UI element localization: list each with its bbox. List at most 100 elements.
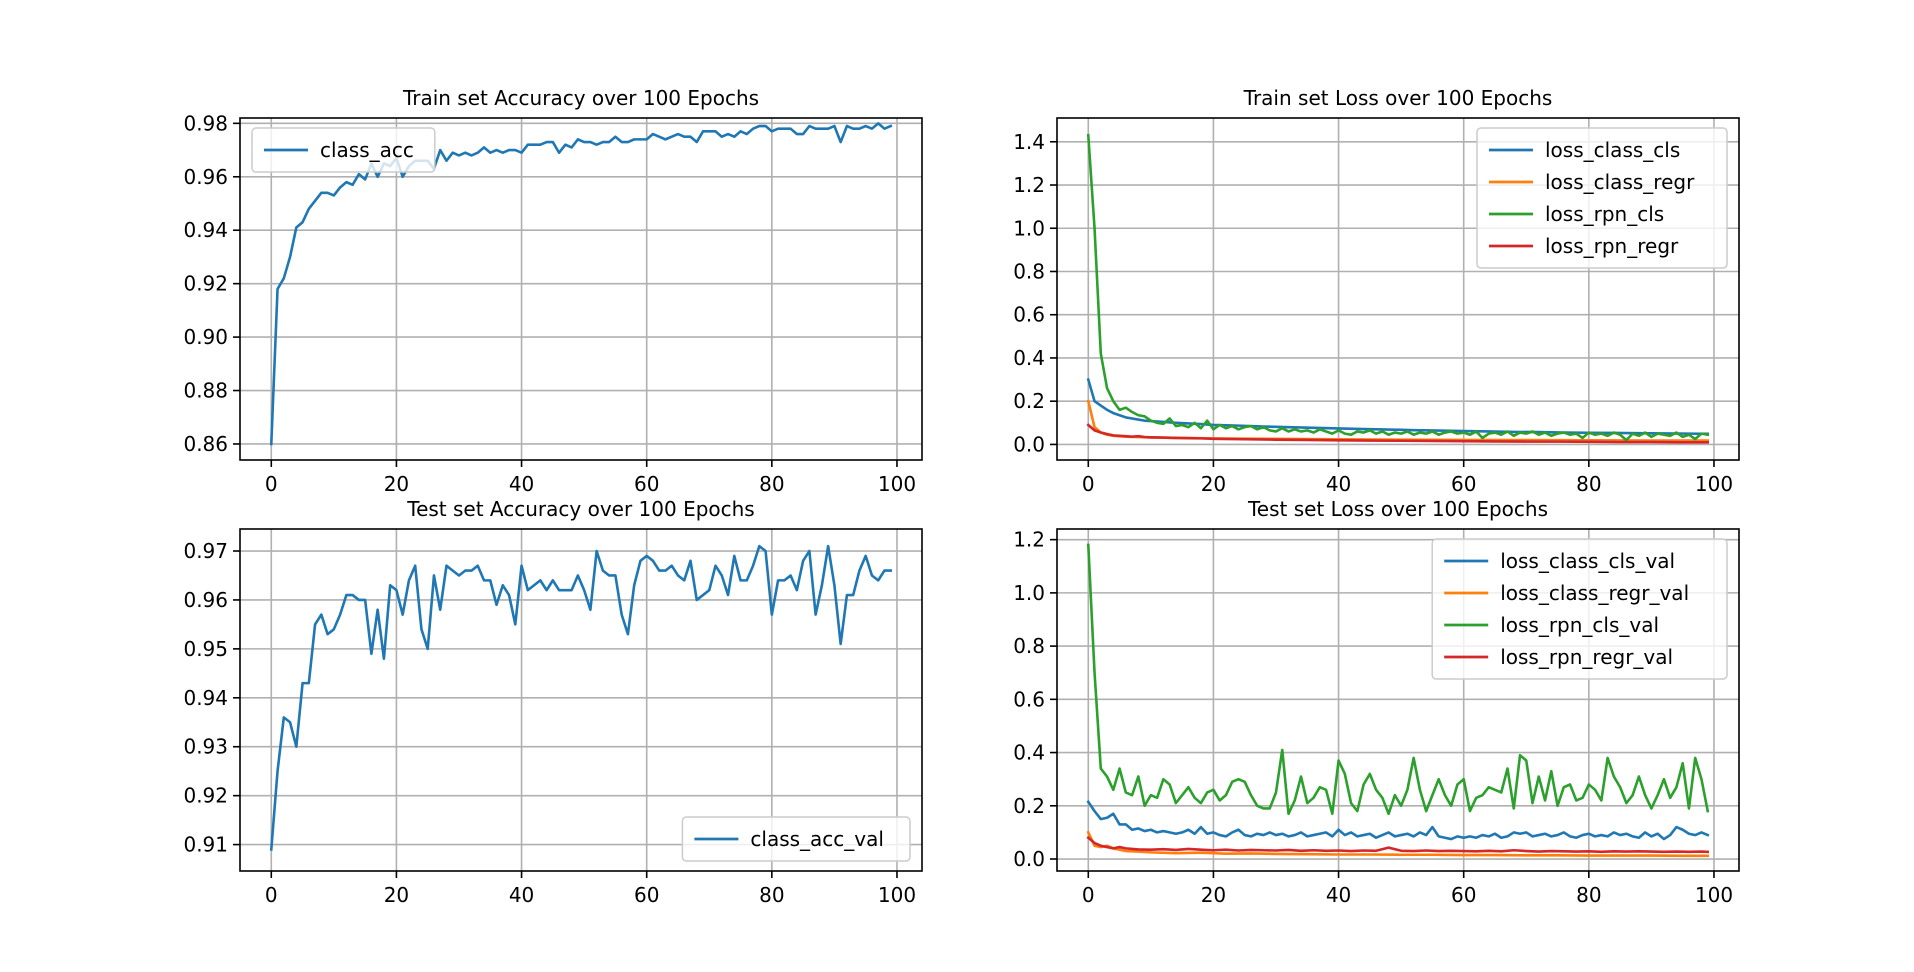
test-accuracy-title: Test set Accuracy over 100 Epochs: [406, 497, 754, 521]
test-accuracy-y-tick-label: 0.93: [183, 735, 228, 759]
test-loss-panel: Test set Loss over 100 Epochs 0 20 40 60 80 1…: [1013, 497, 1740, 907]
train-accuracy-x-tick-label: 80: [759, 472, 784, 496]
train-loss-x-tick-label: 60: [1451, 472, 1476, 496]
legend-label-loss-rpn-regr-val: loss_rpn_regr_val: [1500, 645, 1673, 669]
test-accuracy-y-tick-label: 0.94: [183, 686, 228, 710]
test-loss-x-tick-label: 0: [1082, 883, 1095, 907]
test-loss-title: Test set Loss over 100 Epochs: [1247, 497, 1548, 521]
legend-label-loss-class-regr: loss_class_regr: [1545, 170, 1695, 194]
train-loss-y-tick-label: 0.2: [1013, 389, 1045, 413]
test-accuracy-legend: class_acc_val: [681, 816, 911, 862]
train-accuracy-y-tick-label: 0.88: [183, 379, 228, 403]
series-line-loss-class-regr-val: [1086, 830, 1710, 858]
test-accuracy-x-tick-label: 0: [265, 883, 278, 907]
train-accuracy-x-tick-label: 40: [509, 472, 534, 496]
test-loss-x-tick-label: 80: [1576, 883, 1601, 907]
test-accuracy-x-tick-label: 80: [759, 883, 784, 907]
test-loss-y-tick-label: 1.2: [1013, 528, 1045, 552]
train-accuracy-x-tick-label: 0: [265, 472, 278, 496]
train-loss-legend-box: [1476, 127, 1728, 269]
series-line-loss-class-cls-val: [1086, 799, 1710, 841]
train-loss-series: [1086, 133, 1710, 444]
train-loss-y-tick-label: 0.8: [1013, 259, 1045, 283]
train-accuracy-plot-frame: [239, 117, 923, 461]
series-line-loss-class-cls: [1086, 377, 1710, 436]
test-loss-x-tick-label: 20: [1201, 883, 1226, 907]
test-accuracy-x-tick-label: 100: [878, 883, 916, 907]
test-accuracy-series: [269, 544, 893, 851]
train-loss-y-tick-label: 0.4: [1013, 346, 1045, 370]
test-loss-y-tick-label: 0.0: [1013, 847, 1045, 871]
test-accuracy-y-tick-label: 0.95: [183, 637, 228, 661]
train-accuracy-legend-box: [251, 127, 436, 173]
train-accuracy-x-tick-label: 60: [634, 472, 659, 496]
train-accuracy-title: Train set Accuracy over 100 Epochs: [402, 86, 759, 110]
train-loss-y-tick-label: 1.0: [1013, 216, 1045, 240]
test-accuracy-plot-frame: [239, 528, 923, 872]
test-loss-y-ticks: 0.0 0.2 0.4 0.6 0.8 1.0 1.2: [1013, 528, 1057, 871]
series-line-class-acc-val: [269, 544, 893, 851]
test-accuracy-x-ticks: 0 20 40 60 80 100: [265, 871, 916, 907]
train-accuracy-y-tick-label: 0.94: [183, 218, 228, 242]
legend-label-class-acc-val: class_acc_val: [750, 827, 884, 851]
train-accuracy-panel: Train set Accuracy over 100 Epochs 0 20 40…: [183, 86, 923, 496]
test-loss-legend: loss_class_cls_val loss_class_regr_vallos…: [1431, 538, 1728, 680]
test-accuracy-y-tick-label: 0.97: [183, 539, 228, 563]
train-accuracy-y-tick-label: 0.96: [183, 165, 228, 189]
train-accuracy-x-tick-label: 20: [384, 472, 409, 496]
train-loss-y-tick-label: 1.2: [1013, 173, 1045, 197]
test-loss-series: [1086, 543, 1710, 858]
train-loss-x-tick-label: 40: [1326, 472, 1351, 496]
series-line-loss-rpn-cls: [1086, 133, 1710, 442]
train-accuracy-y-tick-label: 0.86: [183, 432, 228, 456]
train-accuracy-x-ticks: 0 20 40 60 80 100: [265, 460, 916, 496]
train-loss-y-ticks: 0.0 0.2 0.4 0.6 0.8 1.0 1.2 1.4: [1013, 130, 1057, 456]
train-accuracy-y-tick-label: 0.98: [183, 111, 228, 135]
legend-label-loss-rpn-regr: loss_rpn_regr: [1545, 234, 1679, 258]
train-accuracy-legend: class_acc: [251, 127, 436, 173]
test-accuracy-legend-box: [681, 816, 911, 862]
test-loss-x-tick-label: 60: [1451, 883, 1476, 907]
train-loss-legend: loss_class_cls loss_class_regr loss_rpn_cl…: [1476, 127, 1728, 269]
test-accuracy-y-tick-label: 0.91: [183, 833, 228, 857]
test-loss-y-tick-label: 0.8: [1013, 634, 1045, 658]
test-loss-y-tick-label: 0.6: [1013, 687, 1045, 711]
train-loss-x-tick-label: 0: [1082, 472, 1095, 496]
test-accuracy-x-tick-label: 40: [509, 883, 534, 907]
series-line-loss-rpn-cls-val: [1086, 543, 1710, 816]
test-accuracy-x-tick-label: 60: [634, 883, 659, 907]
test-loss-x-tick-label: 40: [1326, 883, 1351, 907]
train-loss-y-tick-label: 0.6: [1013, 303, 1045, 327]
train-accuracy-x-tick-label: 100: [878, 472, 916, 496]
test-accuracy-y-tick-label: 0.92: [183, 784, 228, 808]
legend-label-loss-class-regr-val: loss_class_regr_val: [1500, 581, 1689, 605]
train-loss-y-tick-label: 1.4: [1013, 130, 1045, 154]
test-accuracy-y-ticks: 0.91 0.92 0.93 0.94 0.95 0.96 0.97: [183, 539, 240, 857]
train-loss-title: Train set Loss over 100 Epochs: [1243, 86, 1553, 110]
legend-label-class-acc: class_acc: [320, 138, 414, 162]
train-loss-x-ticks: 0 20 40 60 80 100: [1082, 460, 1733, 496]
legend-label-loss-class-cls-val: loss_class_cls_val: [1500, 549, 1675, 573]
series-line-loss-rpn-regr-val: [1086, 835, 1710, 854]
train-loss-x-tick-label: 100: [1695, 472, 1733, 496]
test-accuracy-y-tick-label: 0.96: [183, 588, 228, 612]
test-accuracy-x-tick-label: 20: [384, 883, 409, 907]
train-accuracy-y-ticks: 0.86 0.88 0.90 0.92 0.94 0.96 0.98: [183, 111, 240, 456]
test-loss-x-ticks: 0 20 40 60 80 100: [1082, 871, 1733, 907]
test-accuracy-panel: Test set Accuracy over 100 Epochs 0 20 40 6…: [183, 497, 923, 907]
test-loss-x-tick-label: 100: [1695, 883, 1733, 907]
legend-label-loss-class-cls: loss_class_cls: [1545, 138, 1680, 162]
train-loss-plot-frame: [1056, 117, 1740, 461]
test-loss-y-tick-label: 0.2: [1013, 794, 1045, 818]
test-loss-y-tick-label: 0.4: [1013, 741, 1045, 765]
train-accuracy-y-tick-label: 0.90: [183, 325, 228, 349]
train-accuracy-y-tick-label: 0.92: [183, 272, 228, 296]
series-line-loss-rpn-regr: [1086, 423, 1710, 444]
train-loss-x-tick-label: 80: [1576, 472, 1601, 496]
train-loss-x-tick-label: 20: [1201, 472, 1226, 496]
train-accuracy-grid: [240, 118, 922, 460]
legend-label-loss-rpn-cls-val: loss_rpn_cls_val: [1500, 613, 1659, 637]
legend-label-loss-rpn-cls: loss_rpn_cls: [1545, 202, 1664, 226]
test-loss-y-tick-label: 1.0: [1013, 581, 1045, 605]
